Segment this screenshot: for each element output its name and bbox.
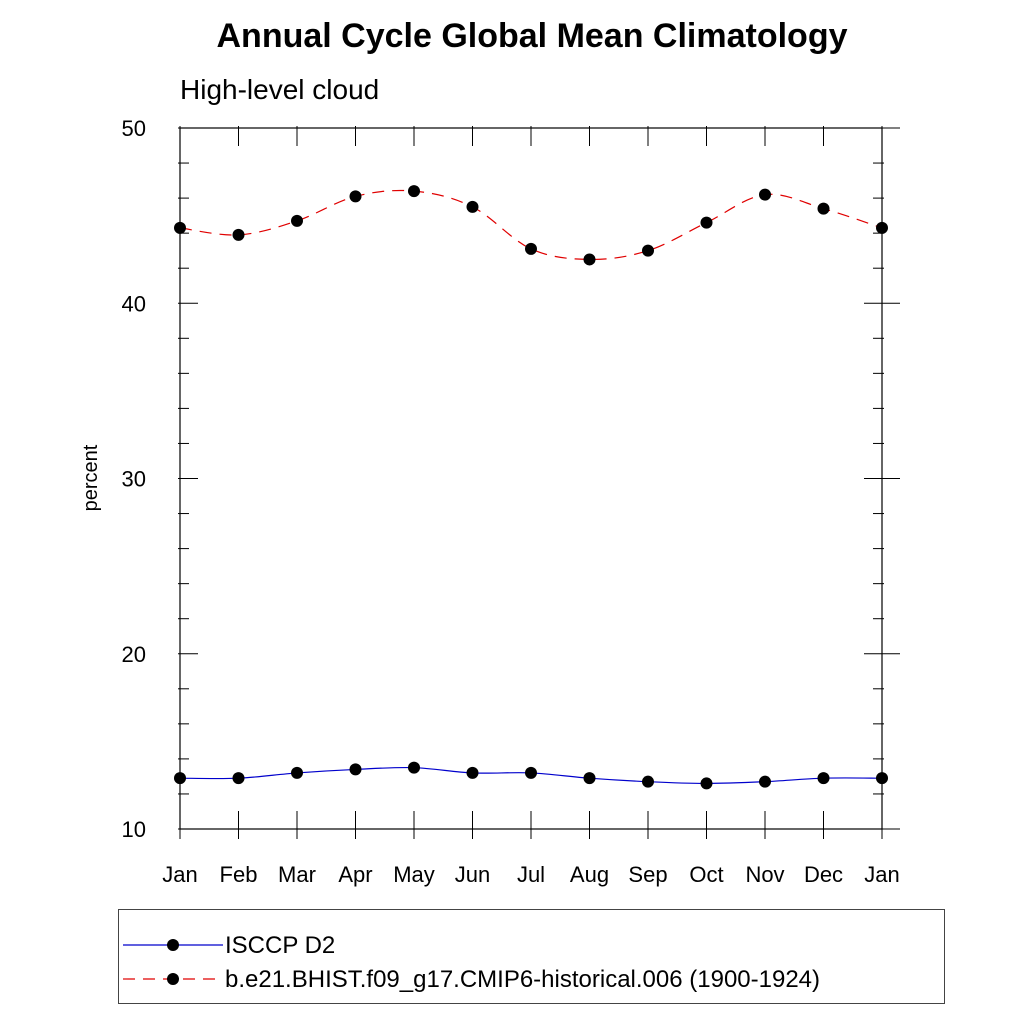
data-point [759,775,771,788]
x-tick-label: Mar [278,862,316,887]
data-point [642,244,654,257]
x-tick-label: Jul [517,862,545,887]
data-point [408,761,420,774]
data-point [349,763,362,776]
data-point [174,221,186,234]
x-tick-label: Jan [864,862,899,887]
x-tick-label: Apr [338,862,372,887]
y-tick-label: 30 [122,467,146,492]
data-point [583,772,596,785]
legend: ISCCP D2 b.e21.BHIST.f09_g17.CMIP6-histo… [118,909,945,1004]
legend-item-isccp: ISCCP D2 [119,928,944,962]
data-point [817,202,830,215]
data-point [525,242,537,255]
data-point [700,216,713,229]
data-point [291,214,303,227]
legend-swatch-dashed [123,973,223,985]
legend-label: ISCCP D2 [225,932,336,959]
data-point [174,772,186,785]
legend-label: b.e21.BHIST.f09_g17.CMIP6-historical.006… [225,966,821,993]
data-point [408,185,420,198]
data-point [232,228,245,241]
x-tick-label: Sep [628,862,667,887]
x-tick-label: Feb [220,862,258,887]
data-point [759,188,771,201]
data-point [876,772,888,785]
axes: 10 20 30 40 50 Jan Feb Mar Apr May Jun Jul Aug Sep Oct… [122,116,900,887]
y-tick-label: 20 [122,642,146,667]
x-tick-label: Jun [455,862,490,887]
x-tick-label: Dec [804,862,843,887]
x-tick-label: Nov [745,862,784,887]
data-point [817,772,830,785]
data-point [349,190,362,203]
plot-frame [179,127,883,830]
data-point [466,200,479,213]
x-tick-label: Oct [689,862,723,887]
legend-item-cesm: b.e21.BHIST.f09_g17.CMIP6-historical.006… [119,962,944,996]
data-point [466,766,479,779]
series-layer [174,185,888,790]
x-tick-label: May [393,862,435,887]
x-tick-label: Jan [162,862,197,887]
chart-title: Annual Cycle Global Mean Climatology [217,17,848,55]
legend-swatch-solid [123,939,223,951]
data-point [291,766,303,779]
y-axis-label: percent [80,444,102,511]
data-point [525,766,537,779]
y-tick-label: 50 [122,116,146,141]
data-point [876,221,888,234]
chart-subtitle: High-level cloud [180,74,379,105]
data-point [232,772,245,785]
y-tick-label: 10 [122,817,146,842]
x-tick-label: Aug [570,862,609,887]
data-point [700,777,713,790]
data-point [642,775,654,788]
y-tick-label: 40 [122,291,146,316]
data-point [583,253,596,266]
